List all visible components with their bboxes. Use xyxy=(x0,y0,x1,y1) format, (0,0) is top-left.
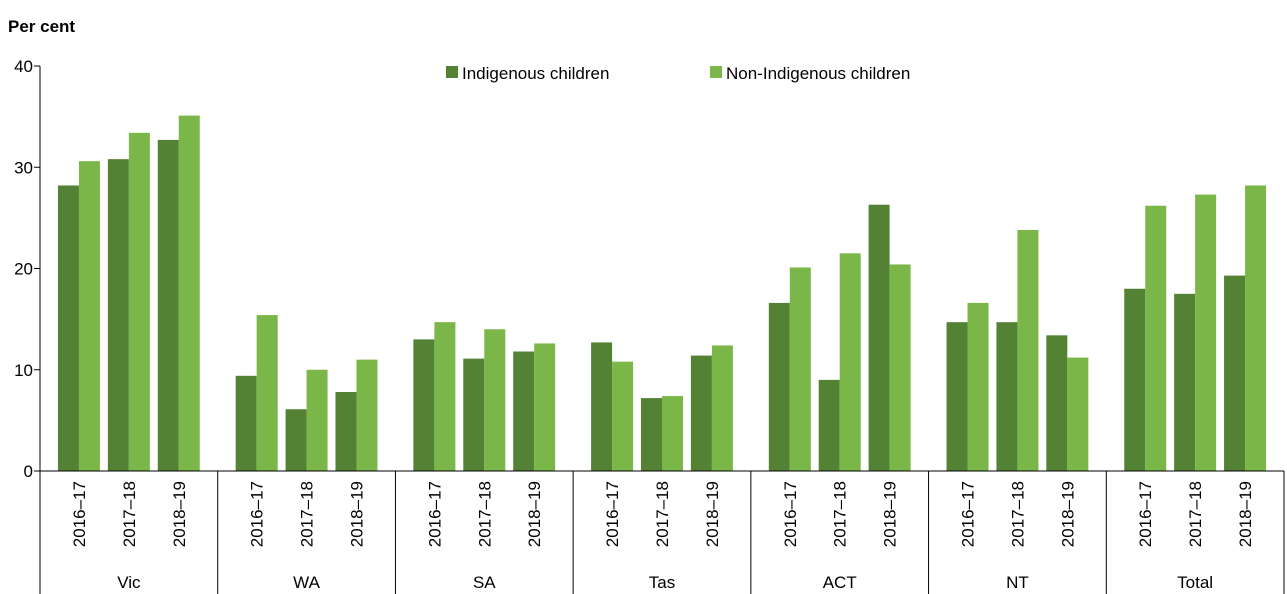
bar-indigenous-vic-2018–19 xyxy=(157,139,179,471)
period-tick-label: 2017–18 xyxy=(1008,481,1027,547)
bar-non-indigenous-wa-2018–19 xyxy=(356,359,378,472)
bar-indigenous-sa-2016–17 xyxy=(413,339,435,472)
y-tick-label: 40 xyxy=(14,57,33,76)
period-tick-label: 2017–18 xyxy=(653,481,672,547)
y-axis: 0 10 20 30 40 xyxy=(14,57,41,481)
group-label-sa: SA xyxy=(473,573,496,592)
bar-indigenous-act-2018–19 xyxy=(868,204,890,471)
bar-non-indigenous-sa-2016–17 xyxy=(434,322,456,471)
bar-indigenous-tas-2018–19 xyxy=(690,355,712,471)
bar-non-indigenous-sa-2018–19 xyxy=(534,343,556,471)
bar-indigenous-tas-2017–18 xyxy=(641,398,662,471)
y-tick-label: 20 xyxy=(14,260,33,279)
bar-indigenous-total-2016–17 xyxy=(1124,288,1146,471)
bar-indigenous-sa-2017–18 xyxy=(463,358,485,471)
period-tick-label: 2017–18 xyxy=(1186,481,1205,547)
bar-non-indigenous-tas-2018–19 xyxy=(711,345,733,471)
period-tick-label: 2018–19 xyxy=(170,481,189,547)
bar-indigenous-wa-2018–19 xyxy=(335,392,357,471)
legend-label-indigenous: Indigenous children xyxy=(462,64,609,83)
bar-non-indigenous-nt-2018–19 xyxy=(1067,357,1089,471)
group-label-wa: WA xyxy=(293,573,320,592)
bar-non-indigenous-wa-2016–17 xyxy=(256,315,278,471)
bar-indigenous-total-2018–19 xyxy=(1224,275,1246,471)
period-tick-label: 2016–17 xyxy=(1136,481,1155,547)
group-label-tas: Tas xyxy=(649,573,675,592)
bar-non-indigenous-act-2017–18 xyxy=(839,253,861,471)
period-tick-label: 2016–17 xyxy=(603,481,622,547)
period-tick-label: 2018–19 xyxy=(347,481,366,547)
period-tick-label: 2016–17 xyxy=(70,481,89,547)
group-label-vic: Vic xyxy=(117,573,141,592)
y-tick-label: 0 xyxy=(24,462,33,481)
bar-non-indigenous-act-2016–17 xyxy=(789,267,811,471)
y-tick-label: 10 xyxy=(14,361,33,380)
period-tick-label: 2018–19 xyxy=(703,481,722,547)
group-label-act: ACT xyxy=(823,573,857,592)
legend-swatch-indigenous xyxy=(446,66,458,78)
group-label-nt: NT xyxy=(1006,573,1029,592)
bar-indigenous-nt-2017–18 xyxy=(996,322,1018,471)
period-tick-label: 2016–17 xyxy=(425,481,444,547)
bars xyxy=(57,115,1267,472)
period-tick-label: 2016–17 xyxy=(959,481,978,547)
bar-non-indigenous-nt-2017–18 xyxy=(1017,230,1039,471)
bar-non-indigenous-tas-2017–18 xyxy=(662,396,683,471)
period-tick-label: 2017–18 xyxy=(120,481,139,547)
bar-non-indigenous-tas-2016–17 xyxy=(612,361,634,471)
period-tick-label: 2018–19 xyxy=(1236,481,1255,547)
group-label-total: Total xyxy=(1177,573,1213,592)
bar-non-indigenous-nt-2016–17 xyxy=(967,302,989,471)
bar-indigenous-sa-2018–19 xyxy=(513,351,535,471)
legend-swatch-non-indigenous xyxy=(710,66,722,78)
y-axis-title: Per cent xyxy=(8,17,75,36)
bar-indigenous-act-2016–17 xyxy=(768,302,790,471)
bar-indigenous-total-2017–18 xyxy=(1174,293,1196,471)
period-tick-label: 2018–19 xyxy=(881,481,900,547)
x-axis: 2016–17 2017–18 2018–19 Vic 2016–17 2017–18 20… xyxy=(39,470,1285,594)
bar-non-indigenous-total-2017–18 xyxy=(1195,194,1217,471)
bar-non-indigenous-total-2018–19 xyxy=(1245,185,1267,472)
period-tick-label: 2016–17 xyxy=(248,481,267,547)
bar-indigenous-wa-2016–17 xyxy=(235,375,257,471)
bar-non-indigenous-act-2018–19 xyxy=(889,264,911,471)
bar-indigenous-tas-2016–17 xyxy=(591,342,613,471)
bar-non-indigenous-sa-2017–18 xyxy=(484,329,506,471)
bar-indigenous-vic-2017–18 xyxy=(107,159,129,471)
bar-non-indigenous-wa-2017–18 xyxy=(306,369,328,471)
bar-indigenous-wa-2017–18 xyxy=(285,409,307,471)
period-tick-label: 2018–19 xyxy=(525,481,544,547)
bar-indigenous-nt-2016–17 xyxy=(946,322,968,471)
legend: Indigenous children Non-Indigenous child… xyxy=(446,64,910,83)
bar-indigenous-nt-2018–19 xyxy=(1046,335,1068,471)
legend-label-non-indigenous: Non-Indigenous children xyxy=(726,64,910,83)
bar-indigenous-act-2017–18 xyxy=(818,379,840,472)
bar-non-indigenous-vic-2016–17 xyxy=(78,161,100,471)
period-tick-label: 2018–19 xyxy=(1058,481,1077,547)
period-tick-label: 2017–18 xyxy=(475,481,494,547)
period-tick-label: 2017–18 xyxy=(298,481,317,547)
period-tick-label: 2016–17 xyxy=(781,481,800,547)
bar-non-indigenous-vic-2017–18 xyxy=(128,132,150,471)
y-tick-label: 30 xyxy=(14,158,33,177)
bar-non-indigenous-total-2016–17 xyxy=(1145,205,1167,471)
bar-indigenous-vic-2016–17 xyxy=(57,185,79,472)
period-tick-label: 2017–18 xyxy=(831,481,850,547)
bar-non-indigenous-vic-2018–19 xyxy=(178,115,200,472)
